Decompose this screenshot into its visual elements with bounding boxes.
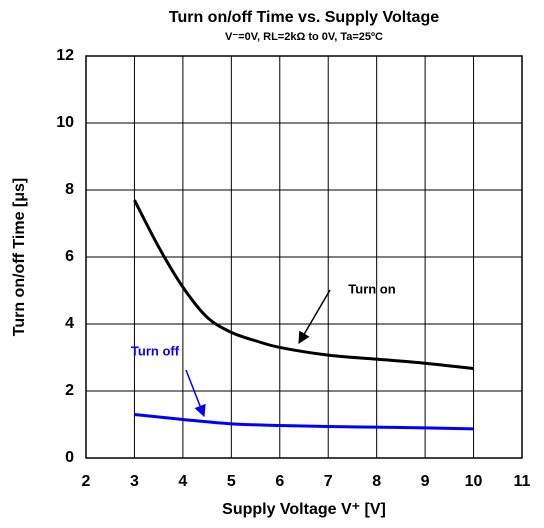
chart-subtitle: V⁻=0V, RL=2kΩ to 0V, Ta=25ºC bbox=[225, 31, 383, 43]
x-axis-label: Supply Voltage V⁺ [V] bbox=[222, 501, 386, 518]
y-tick-label: 10 bbox=[56, 114, 74, 131]
y-tick-label: 8 bbox=[65, 181, 74, 198]
x-tick-label: 7 bbox=[324, 473, 333, 490]
x-tick-label: 2 bbox=[82, 473, 91, 490]
x-tick-label: 4 bbox=[178, 473, 187, 490]
x-tick-label: 9 bbox=[421, 473, 430, 490]
annotation-arrow bbox=[298, 289, 331, 345]
data-line bbox=[133, 199, 474, 371]
x-tick-label: 6 bbox=[275, 473, 284, 490]
chart-title: Turn on/off Time vs. Supply Voltage bbox=[169, 9, 439, 26]
series-label: Turn off bbox=[131, 343, 180, 358]
y-tick-label: 2 bbox=[65, 382, 74, 399]
y-tick-label: 12 bbox=[56, 47, 74, 64]
series-label: Turn on bbox=[348, 281, 395, 296]
y-tick-label: 4 bbox=[65, 315, 74, 332]
x-tick-label: 3 bbox=[130, 473, 139, 490]
plot-frame bbox=[85, 55, 523, 459]
x-tick-label: 10 bbox=[465, 473, 483, 490]
y-tick-label: 0 bbox=[65, 449, 74, 466]
data-line bbox=[134, 412, 474, 431]
y-tick-label: 6 bbox=[65, 248, 74, 265]
x-tick-label: 8 bbox=[372, 473, 381, 490]
annotation-arrow bbox=[185, 369, 206, 418]
x-tick-label: 5 bbox=[227, 473, 236, 490]
x-tick-label: 11 bbox=[514, 473, 531, 490]
y-axis-label: Turn on/off Time [μs] bbox=[11, 178, 28, 337]
